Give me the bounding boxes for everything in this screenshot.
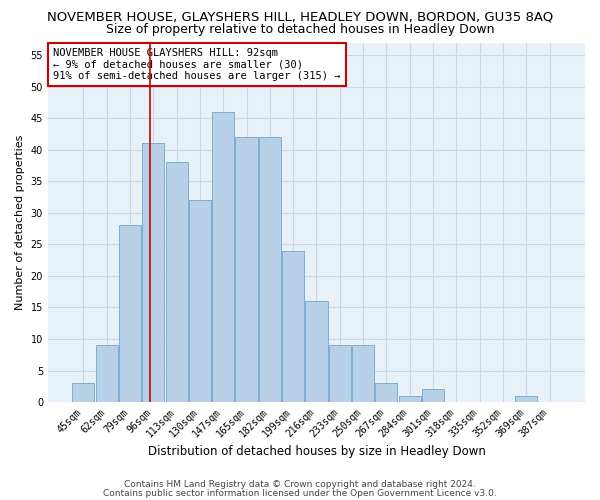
Bar	[166, 162, 188, 402]
Bar	[376, 383, 397, 402]
Bar	[119, 226, 141, 402]
Bar	[142, 144, 164, 402]
Bar	[515, 396, 537, 402]
Bar	[189, 200, 211, 402]
Text: Contains public sector information licensed under the Open Government Licence v3: Contains public sector information licen…	[103, 490, 497, 498]
Text: NOVEMBER HOUSE GLAYSHERS HILL: 92sqm
← 9% of detached houses are smaller (30)
91: NOVEMBER HOUSE GLAYSHERS HILL: 92sqm ← 9…	[53, 48, 341, 81]
Text: NOVEMBER HOUSE, GLAYSHERS HILL, HEADLEY DOWN, BORDON, GU35 8AQ: NOVEMBER HOUSE, GLAYSHERS HILL, HEADLEY …	[47, 10, 553, 23]
Text: Size of property relative to detached houses in Headley Down: Size of property relative to detached ho…	[106, 22, 494, 36]
X-axis label: Distribution of detached houses by size in Headley Down: Distribution of detached houses by size …	[148, 444, 485, 458]
Bar	[422, 390, 444, 402]
Bar	[259, 137, 281, 402]
Bar	[352, 346, 374, 402]
Bar	[398, 396, 421, 402]
Text: Contains HM Land Registry data © Crown copyright and database right 2024.: Contains HM Land Registry data © Crown c…	[124, 480, 476, 489]
Bar	[212, 112, 235, 402]
Y-axis label: Number of detached properties: Number of detached properties	[15, 134, 25, 310]
Bar	[329, 346, 351, 402]
Bar	[235, 137, 257, 402]
Bar	[95, 346, 118, 402]
Bar	[305, 301, 328, 402]
Bar	[282, 250, 304, 402]
Bar	[73, 383, 94, 402]
